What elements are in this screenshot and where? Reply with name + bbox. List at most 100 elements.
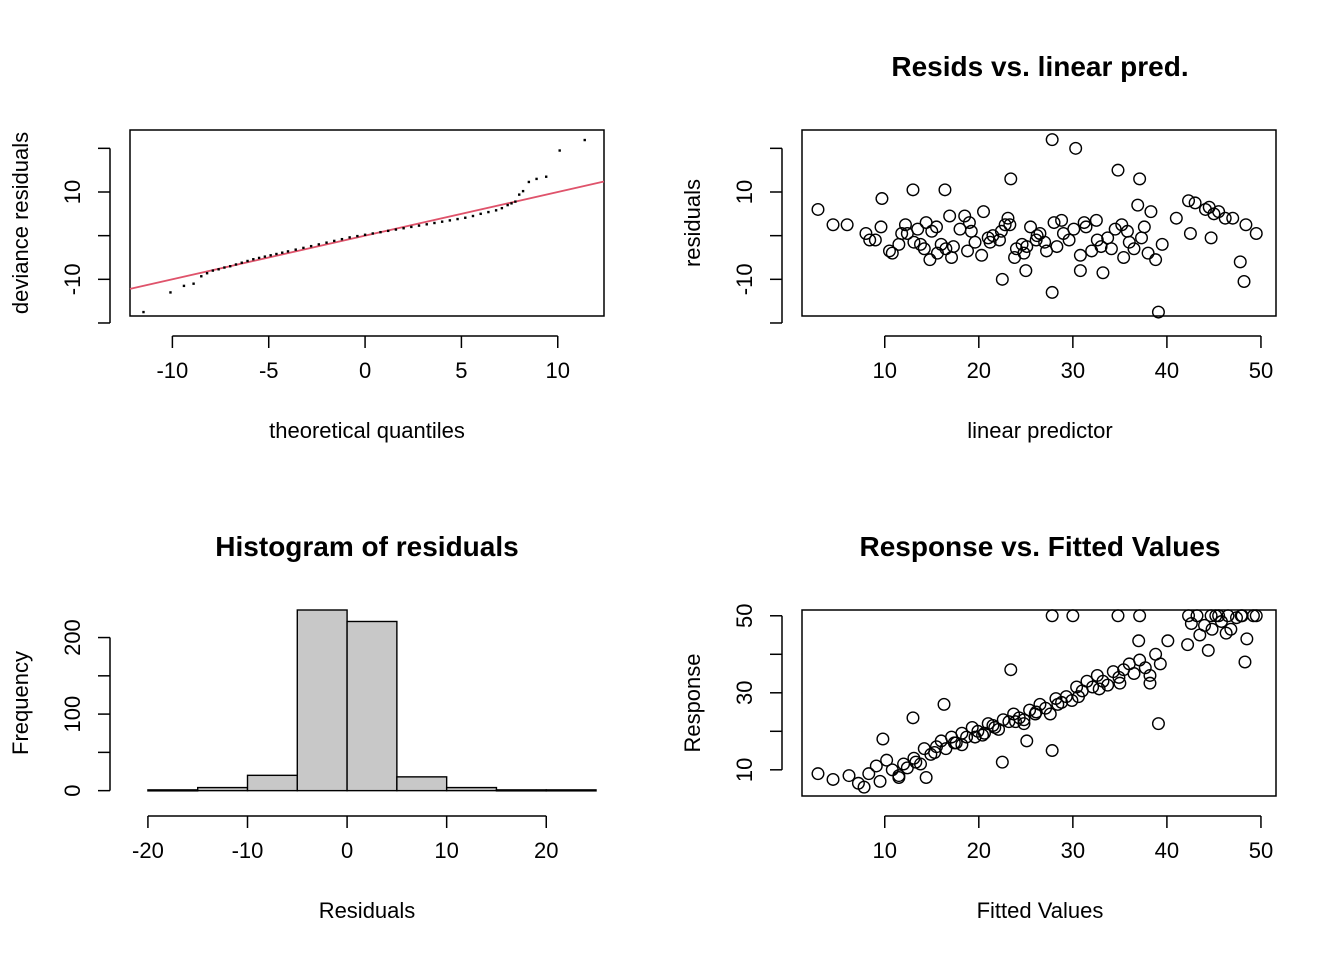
qq-point (325, 241, 328, 244)
resid-vs-linpred-point (1029, 233, 1043, 247)
qq-point (169, 291, 172, 294)
resid-vs-linpred-point (986, 229, 1000, 243)
resid-vs-linpred-point (962, 216, 976, 230)
resid-vs-linpred-point (1137, 220, 1151, 234)
resid-vs-linpred-y-axis-label: residuals (680, 179, 705, 267)
resid-vs-linpred-point (946, 240, 960, 254)
histogram-x-tick-label: -20 (132, 838, 164, 863)
resid-vs-linpred-axes: 10 20 30 40 50 -10 10 (732, 147, 1273, 383)
resid-vs-linpred-x-tick-label: 20 (967, 358, 991, 383)
histogram-x-tick-label: 0 (341, 838, 353, 863)
resid-vs-linpred-point (1008, 250, 1022, 264)
response-vs-fitted-point (842, 769, 856, 783)
response-vs-fitted-point (1221, 609, 1235, 623)
response-vs-fitted-point (1161, 634, 1175, 648)
histogram-bar (495, 789, 547, 792)
response-vs-fitted-point (811, 767, 825, 781)
response-vs-fitted-point (1238, 655, 1252, 669)
qq-point (425, 223, 428, 226)
resid-vs-linpred-point (1133, 172, 1147, 186)
response-vs-fitted-y-tick-label: 50 (732, 604, 757, 628)
resid-vs-linpred-point (943, 209, 957, 223)
resid-vs-linpred-point (1151, 305, 1165, 319)
response-vs-fitted-point (976, 728, 990, 742)
resid-vs-linpred-point (874, 220, 888, 234)
qq-point (286, 250, 290, 253)
qq-point (510, 202, 513, 205)
histogram-x-tick-label: 20 (534, 838, 558, 863)
qq-point (456, 217, 459, 221)
qq-plot-marks (129, 138, 605, 314)
response-vs-fitted-x-tick-label: 20 (967, 838, 991, 863)
response-vs-fitted-point (1127, 667, 1141, 681)
qq-point (410, 225, 413, 229)
qq-plot-x-tick-label: -10 (156, 358, 188, 383)
qq-point (309, 244, 313, 248)
resid-vs-linpred-point (977, 205, 991, 219)
resid-vs-linpred-point (1207, 207, 1221, 221)
response-vs-fitted-point (1020, 734, 1034, 748)
response-vs-fitted-point (892, 769, 906, 783)
resid-vs-linpred-point (934, 237, 948, 251)
qq-point (494, 209, 498, 212)
response-vs-fitted-point (876, 732, 890, 746)
response-vs-fitted-point (947, 736, 961, 750)
response-vs-fitted-y-tick-label: 30 (732, 681, 757, 705)
response-vs-fitted-point (906, 711, 920, 725)
response-vs-fitted-point (1113, 676, 1127, 690)
qq-point (386, 229, 390, 233)
qq-point (200, 275, 203, 278)
response-vs-fitted-point (857, 780, 871, 794)
qq-point (464, 216, 467, 219)
resid-vs-linpred-point (840, 218, 854, 232)
resid-vs-linpred-x-axis-label: linear predictor (967, 418, 1113, 443)
resid-vs-linpred-point (975, 248, 989, 262)
resid-vs-linpred-point (998, 218, 1012, 232)
resid-vs-linpred-point (1040, 244, 1054, 258)
qq-point (448, 219, 452, 222)
resid-vs-linpred-point (1127, 242, 1141, 256)
histogram-title: Histogram of residuals (215, 531, 518, 562)
resid-vs-linpred-point (1108, 222, 1122, 236)
qq-point (371, 232, 374, 235)
resid-vs-linpred-point (1120, 224, 1134, 238)
resid-vs-linpred-point (1020, 240, 1034, 254)
resid-vs-linpred-point (1135, 231, 1149, 245)
response-vs-fitted-point (826, 772, 840, 786)
histogram-bar (246, 774, 298, 792)
response-vs-fitted-point (1151, 717, 1165, 731)
resid-vs-linpred-marks (811, 133, 1263, 319)
qq-point (518, 193, 521, 196)
response-vs-fitted-point (1132, 634, 1146, 648)
qq-plot-x-tick-label: -5 (259, 358, 279, 383)
response-vs-fitted-point (1029, 705, 1043, 719)
qq-point (269, 254, 272, 257)
response-vs-fitted-point (1008, 715, 1022, 729)
qq-point (558, 149, 561, 152)
resid-vs-linpred-point (826, 218, 840, 232)
qq-point (192, 282, 195, 285)
response-vs-fitted-point (1143, 668, 1157, 682)
qq-point (217, 268, 220, 271)
resid-vs-linpred-point (1047, 216, 1061, 230)
response-vs-fitted-point (1249, 609, 1263, 623)
resid-vs-linpred-point (1188, 196, 1202, 210)
qq-point (294, 248, 297, 251)
qq-plot-x-tick-label: 5 (455, 358, 467, 383)
qq-point (340, 237, 344, 241)
resid-vs-linpred-point (917, 242, 931, 256)
resid-vs-linpred-point (1141, 246, 1155, 260)
response-vs-fitted-point (1112, 670, 1126, 684)
resid-vs-linpred-point (1001, 211, 1015, 225)
resid-vs-linpred-point (1169, 211, 1183, 225)
resid-vs-linpred-point (1045, 285, 1059, 299)
histogram-marks (147, 609, 597, 792)
response-vs-fitted-point (869, 759, 883, 773)
response-vs-fitted-point (1184, 616, 1198, 630)
resid-vs-linpred-point (945, 250, 959, 264)
qq-point (535, 177, 538, 181)
response-vs-fitted-point (1071, 690, 1085, 704)
qq-point (228, 265, 232, 268)
resid-vs-linpred-point (1094, 240, 1108, 254)
response-vs-fitted-point (1045, 744, 1059, 758)
